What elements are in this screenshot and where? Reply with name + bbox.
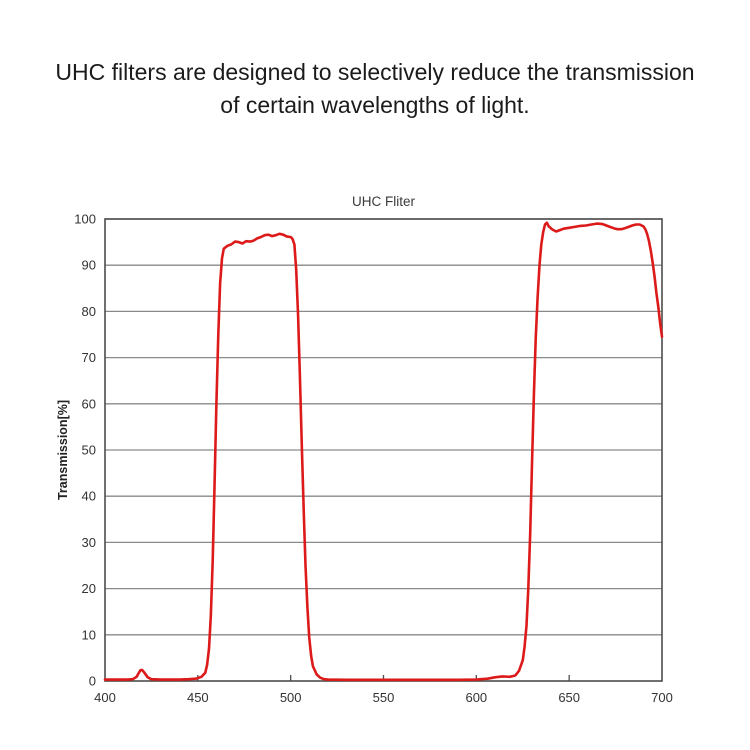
transmission-chart-svg: 400 450 500 550 600 650 700 0 10 20 30 40 50 60 70 80 90… [56,194,673,705]
x-tick-label-700: 700 [651,690,673,705]
caption-line-1: UHC filters are designed to selectively … [55,59,695,85]
y-tick-label-0: 0 [89,674,96,689]
caption-line-2: of certain wavelengths of light. [220,92,530,118]
y-axis-label: Transmission[%] [56,400,70,500]
y-tick-label-50: 50 [82,443,96,458]
y-tick-label-30: 30 [82,535,96,550]
chart-title: UHC Fliter [352,194,416,209]
y-tick-label-60: 60 [82,396,96,411]
y-tick-label-80: 80 [82,304,96,319]
x-tick-label-650: 650 [558,690,580,705]
y-tick-label-40: 40 [82,489,96,504]
y-tick-label-20: 20 [82,581,96,596]
x-tick-label-550: 550 [373,690,395,705]
x-tick-label-600: 600 [465,690,487,705]
transmission-curve [103,221,664,682]
x-tick-label-500: 500 [280,690,302,705]
y-tick-label-10: 10 [82,627,96,642]
x-tick-label-450: 450 [187,690,209,705]
y-tick-label-90: 90 [82,258,96,273]
caption: UHC filters are designed to selectively … [0,56,750,122]
y-tick-label-70: 70 [82,350,96,365]
y-tick-label-100: 100 [74,212,96,227]
x-tick-label-400: 400 [94,690,116,705]
transmission-chart: 400 450 500 550 600 650 700 0 10 20 30 40 50 60 70 80 90… [0,150,750,730]
